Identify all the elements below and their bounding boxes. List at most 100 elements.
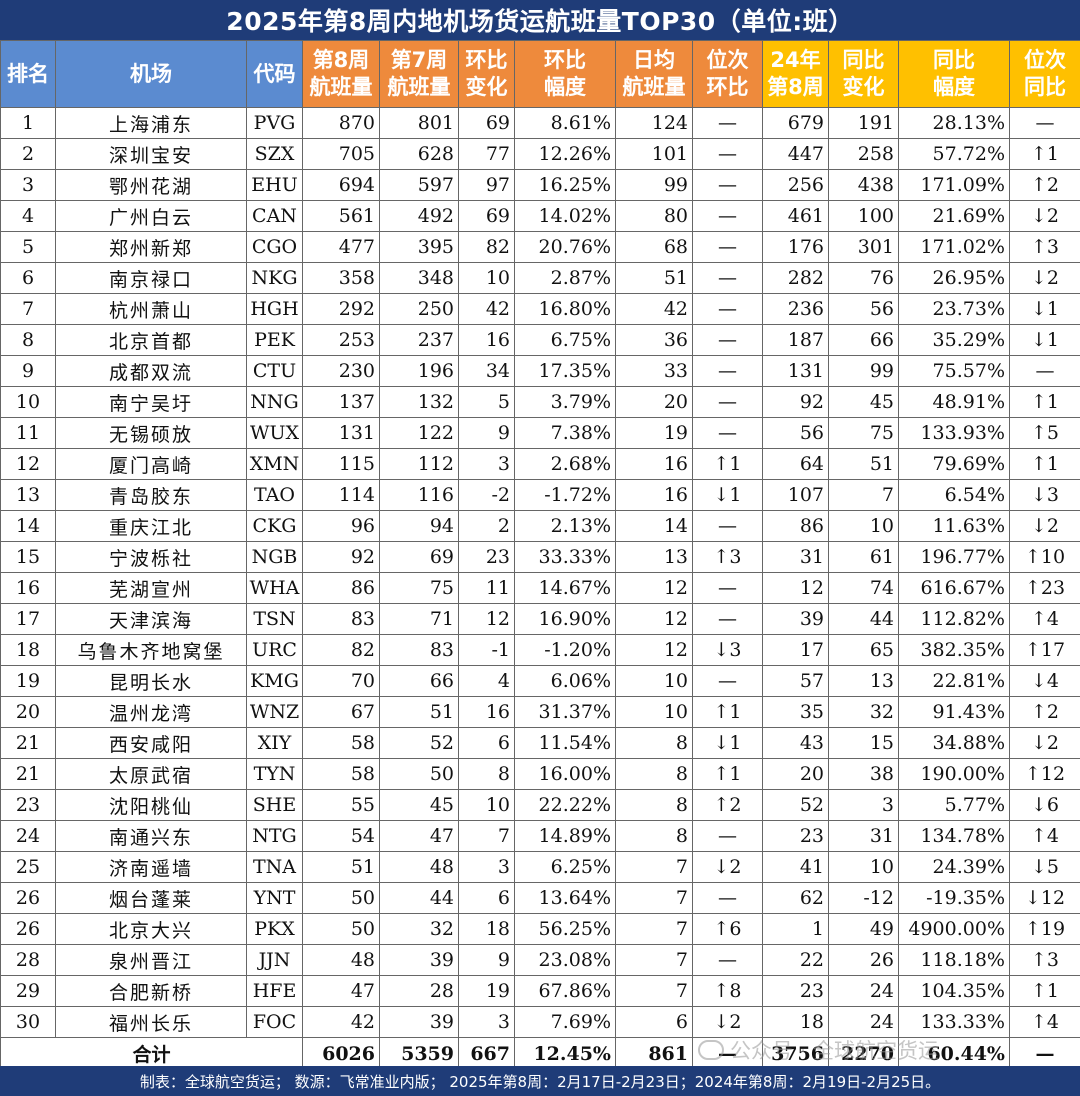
cell-wow-pct: 14.67%	[514, 572, 616, 604]
cell-week7-flights: 122	[379, 417, 459, 449]
header-line: 环比	[465, 48, 508, 72]
cell-yoy-change: 100	[828, 200, 899, 232]
table-row: 21 西安咸阳 XIY 58 52 6 11.54% 8 ↓1 43 15 34.88% ↓2	[0, 727, 1080, 759]
cell-yoy-change: 65	[828, 634, 899, 666]
cell-wow-pct: 2.13%	[514, 510, 616, 542]
header-line: 同比	[933, 48, 975, 72]
header-rank: 排名	[0, 40, 56, 108]
cell-y24-week8: 1	[762, 913, 829, 945]
cell-yoy-pct: 11.63%	[898, 510, 1010, 542]
cell-wow-pct: 33.33%	[514, 541, 616, 573]
cell-code: XIY	[246, 727, 303, 759]
cell-week8-flights: 50	[302, 913, 380, 945]
cell-daily-flights: 14	[615, 510, 693, 542]
cell-rank-yoy: ↓2	[1009, 510, 1080, 542]
cell-daily-flights: 20	[615, 386, 693, 418]
cell-week8-flights: 92	[302, 541, 380, 573]
cell-yoy-change: 75	[828, 417, 899, 449]
cell-rank: 1	[0, 107, 56, 139]
cell-week8-flights: 561	[302, 200, 380, 232]
table-row: 9 成都双流 CTU 230 196 34 17.35% 33—131 99 75.57% —	[0, 355, 1080, 387]
cell-week7-flights: 83	[379, 634, 459, 666]
table-title-text: 2025年第8周内地机场货运航班量TOP30（单位:班）	[226, 7, 854, 36]
cell-week7-flights: 71	[379, 603, 459, 635]
header-yoy-pct: 同比 幅度	[898, 40, 1010, 108]
cell-daily-flights: 8	[615, 789, 693, 821]
cell-code: CKG	[246, 510, 303, 542]
cell-rank-yoy: ↓4	[1009, 665, 1080, 697]
cell-week7-flights: 94	[379, 510, 459, 542]
cell-week7-flights: 48	[379, 851, 459, 883]
cell-daily-flights: 36	[615, 324, 693, 356]
cell-daily-flights: 6	[615, 1006, 693, 1038]
cell-airport: 济南遥墙	[55, 851, 247, 883]
cell-wow-change: 8	[458, 758, 515, 790]
cell-code: XMN	[246, 448, 303, 480]
cell-code: WHA	[246, 572, 303, 604]
cell-airport: 南宁吴圩	[55, 386, 247, 418]
cell-y24-week8: 282	[762, 262, 829, 294]
header-line: 幅度	[933, 75, 975, 99]
cell-yoy-pct: 190.00%	[898, 758, 1010, 790]
table-row: 4 广州白云 CAN 561 492 69 14.02% 80—461 100 21.69% ↓2	[0, 200, 1080, 232]
cell-wow-change: 19	[458, 975, 515, 1007]
cell-wow-change: 3	[458, 1006, 515, 1038]
cell-yoy-change: 51	[828, 448, 899, 480]
cell-rank-wow: —	[692, 882, 763, 914]
cell-yoy-change: 61	[828, 541, 899, 573]
cell-rank: 5	[0, 231, 56, 263]
cell-daily-flights: 10	[615, 696, 693, 728]
cell-y24-week8: 679	[762, 107, 829, 139]
cell-airport: 烟台蓬莱	[55, 882, 247, 914]
table-row: 17 天津滨海 TSN 83 71 12 16.90% 12—39 44 112.82% ↑4	[0, 603, 1080, 635]
header-wow-change: 环比 变化	[458, 40, 515, 108]
cell-wow-change: 16	[458, 324, 515, 356]
cell-airport: 青岛胶东	[55, 479, 247, 511]
cell-week7-flights: 196	[379, 355, 459, 387]
cell-airport: 上海浦东	[55, 107, 247, 139]
header-line: 同比	[1024, 75, 1066, 99]
total-row: 合计 6026 5359 667 12.45% 861—3756 2270 60.44% —	[0, 1037, 1080, 1070]
cell-week7-flights: 52	[379, 727, 459, 759]
table-row: 18 乌鲁木齐地窝堡 URC 82 83 -1 -1.20% 12 ↓3 17 65 382.35% ↑…	[0, 634, 1080, 666]
cell-airport: 温州龙湾	[55, 696, 247, 728]
cell-code: SZX	[246, 138, 303, 170]
cell-daily-flights: 33	[615, 355, 693, 387]
header-y24-week8: 24年 第8周	[762, 40, 829, 108]
cell-airport: 北京首都	[55, 324, 247, 356]
cell-y24-week8: 62	[762, 882, 829, 914]
cell-wow-pct: 23.08%	[514, 944, 616, 976]
cell-wow-pct: -1.72%	[514, 479, 616, 511]
total-week8: 6026	[302, 1037, 380, 1070]
cell-yoy-change: 38	[828, 758, 899, 790]
cell-rank: 15	[0, 541, 56, 573]
cell-rank-yoy: ↓12	[1009, 882, 1080, 914]
total-y24: 3756	[762, 1037, 829, 1070]
table-row: 14 重庆江北 CKG 96 94 2 2.13% 14—86 10 11.63% ↓2	[0, 510, 1080, 542]
cell-daily-flights: 12	[615, 603, 693, 635]
cell-y24-week8: 12	[762, 572, 829, 604]
cell-daily-flights: 7	[615, 851, 693, 883]
cell-y24-week8: 20	[762, 758, 829, 790]
header-line: 航班量	[622, 75, 686, 99]
cell-yoy-change: 10	[828, 851, 899, 883]
cell-rank: 16	[0, 572, 56, 604]
total-label: 合计	[0, 1037, 303, 1070]
cell-airport: 福州长乐	[55, 1006, 247, 1038]
cell-daily-flights: 68	[615, 231, 693, 263]
cell-yoy-change: 15	[828, 727, 899, 759]
cell-rank-wow: ↑1	[692, 758, 763, 790]
cell-wow-pct: 22.22%	[514, 789, 616, 821]
cell-yoy-pct: 34.88%	[898, 727, 1010, 759]
cell-rank-wow: —	[692, 510, 763, 542]
cell-week8-flights: 51	[302, 851, 380, 883]
cell-code: PKX	[246, 913, 303, 945]
cell-week7-flights: 628	[379, 138, 459, 170]
cell-rank-yoy: ↓1	[1009, 324, 1080, 356]
cell-wow-pct: 8.61%	[514, 107, 616, 139]
cell-rank-wow: —	[692, 355, 763, 387]
cell-week8-flights: 358	[302, 262, 380, 294]
cell-airport: 太原武宿	[55, 758, 247, 790]
cell-code: EHU	[246, 169, 303, 201]
cell-yoy-pct: 6.54%	[898, 479, 1010, 511]
